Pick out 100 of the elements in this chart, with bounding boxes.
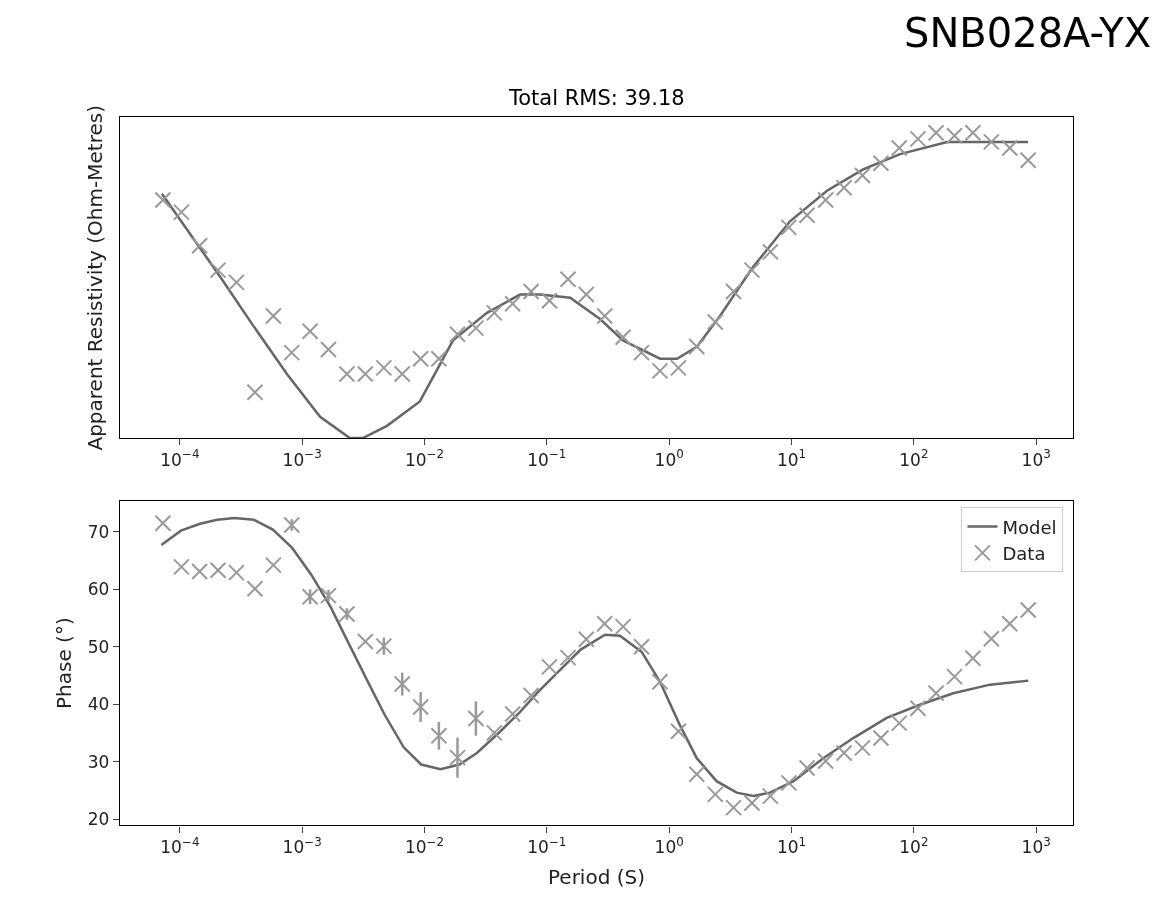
point	[191, 237, 209, 255]
point	[264, 307, 282, 325]
x-tick-label: 10$^{1}$	[776, 447, 807, 470]
point	[504, 705, 522, 723]
point	[504, 295, 522, 313]
point	[743, 794, 761, 812]
point	[449, 749, 466, 767]
point	[835, 179, 853, 197]
point	[1019, 151, 1037, 169]
point	[467, 710, 485, 728]
x-tick-label: 10$^{0}$	[654, 834, 684, 857]
point	[375, 359, 393, 377]
point	[1001, 615, 1019, 633]
point	[798, 759, 816, 777]
point	[669, 722, 687, 740]
point	[1019, 601, 1037, 619]
point	[853, 739, 871, 757]
point	[172, 558, 190, 576]
point	[264, 556, 282, 574]
point	[154, 191, 172, 209]
point	[798, 206, 816, 224]
point	[319, 341, 337, 359]
point	[890, 714, 908, 732]
point	[209, 261, 227, 279]
point	[909, 130, 927, 148]
point	[890, 139, 908, 157]
y-axis-title: Phase (°)	[52, 617, 77, 709]
point	[449, 325, 466, 343]
point	[946, 668, 964, 686]
y-tick-label: 20	[87, 809, 110, 830]
point	[596, 307, 614, 325]
point	[706, 785, 724, 803]
point	[909, 699, 927, 717]
point	[596, 615, 614, 633]
x-tick-label: 10$^{−3}$	[282, 447, 322, 470]
point	[872, 729, 890, 747]
point	[540, 658, 558, 676]
point	[761, 787, 779, 805]
chart-subtitle: Total RMS: 39.18	[508, 86, 685, 110]
point	[853, 167, 871, 184]
point	[577, 630, 595, 648]
point	[559, 649, 577, 667]
point	[522, 687, 540, 705]
point	[246, 580, 264, 598]
point	[467, 319, 485, 337]
y-axis-title: Apparent Resistivity (Ohm-Metres)	[83, 105, 108, 451]
point	[485, 304, 503, 322]
y-tick-label: 60	[87, 579, 110, 600]
x-tick-label: 10$^{−4}$	[160, 447, 200, 470]
point	[872, 154, 890, 172]
x-tick-label: 10$^{−1}$	[527, 447, 567, 470]
point	[946, 127, 964, 145]
x-tick-label: 10$^{2}$	[899, 447, 929, 470]
point	[1001, 139, 1019, 157]
y-tick-label: 50	[87, 636, 110, 657]
point	[780, 774, 798, 792]
point	[761, 243, 779, 261]
point	[338, 605, 356, 623]
point	[743, 261, 761, 279]
point	[356, 633, 374, 651]
x-tick-label: 10$^{−2}$	[404, 447, 445, 470]
point	[651, 362, 669, 380]
x-tick-label: 10$^{2}$	[899, 834, 929, 857]
y-tick-label: 70	[87, 521, 110, 542]
legend-label: Model	[1002, 516, 1057, 538]
x-axis-title: Period (S)	[547, 865, 646, 890]
point	[835, 744, 853, 762]
point	[485, 724, 503, 742]
point	[688, 337, 706, 355]
point	[412, 698, 430, 716]
point	[964, 649, 982, 667]
point	[688, 765, 706, 783]
point	[614, 618, 632, 636]
point	[817, 752, 835, 770]
point	[227, 564, 245, 582]
y-tick-label: 40	[87, 694, 110, 715]
point	[633, 344, 651, 362]
chart-title: SNB028A-YX	[904, 10, 1152, 56]
point	[393, 675, 411, 693]
point	[577, 286, 595, 304]
point	[375, 637, 393, 655]
point	[706, 313, 724, 331]
point	[246, 383, 264, 401]
point	[982, 630, 1000, 648]
point	[522, 283, 540, 301]
point	[927, 124, 945, 142]
point	[540, 292, 558, 310]
x-tick-label: 10$^{0}$	[654, 447, 684, 470]
point	[780, 218, 798, 236]
point	[301, 322, 319, 340]
point	[669, 359, 687, 377]
point	[227, 273, 245, 291]
y-tick-label: 30	[87, 751, 110, 772]
point	[725, 283, 743, 301]
x-tick-label: 10$^{3}$	[1021, 447, 1051, 470]
point	[283, 516, 301, 534]
x-tick-label: 10$^{−4}$	[160, 834, 200, 857]
point	[559, 270, 577, 288]
point	[154, 514, 172, 532]
point	[430, 727, 448, 745]
